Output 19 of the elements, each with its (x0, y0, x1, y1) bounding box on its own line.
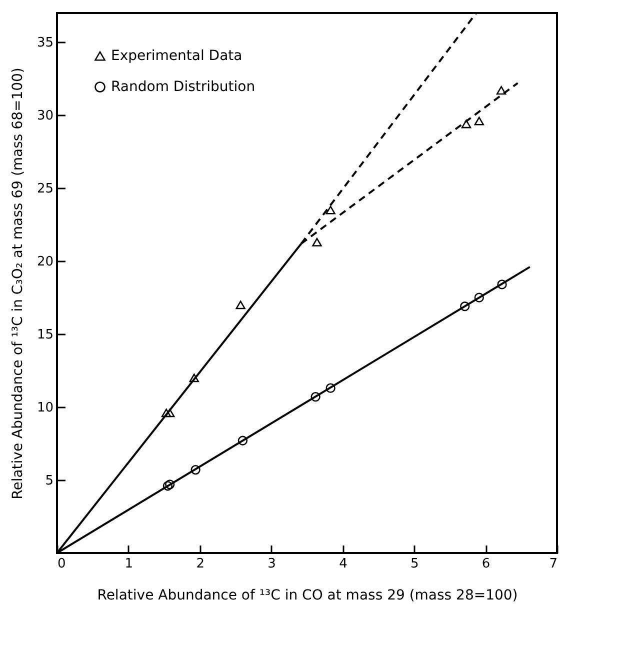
y-tick-label: 15 (36, 328, 54, 343)
y-tick-label: 25 (36, 182, 54, 197)
legend-label: Experimental Data (111, 48, 242, 64)
y-tick-label: 30 (36, 108, 54, 124)
x-tick-label: 1 (124, 556, 134, 572)
x-tick-label: 6 (482, 556, 490, 572)
x-tick-label: 7 (549, 556, 558, 572)
x-axis-title: Relative Abundance of ¹³C in CO at mass 29 (mass 28=100) (97, 588, 518, 604)
legend-label: Random Distribution (111, 79, 256, 95)
x-tick-label: 2 (196, 556, 204, 572)
x-tick-label: 3 (268, 556, 276, 572)
y-axis-title: Relative Abundance of ¹³C in C₃O₂ at mass 69 (mass 68=100) (10, 68, 26, 500)
y-tick-label: 5 (45, 474, 54, 489)
x-tick-label: 0 (58, 556, 66, 572)
y-tick-label: 10 (36, 400, 54, 416)
x-tick-label: 5 (410, 556, 419, 572)
x-tick-label: 4 (339, 556, 348, 572)
y-tick-label: 20 (36, 254, 54, 270)
y-tick-label: 35 (36, 36, 54, 51)
